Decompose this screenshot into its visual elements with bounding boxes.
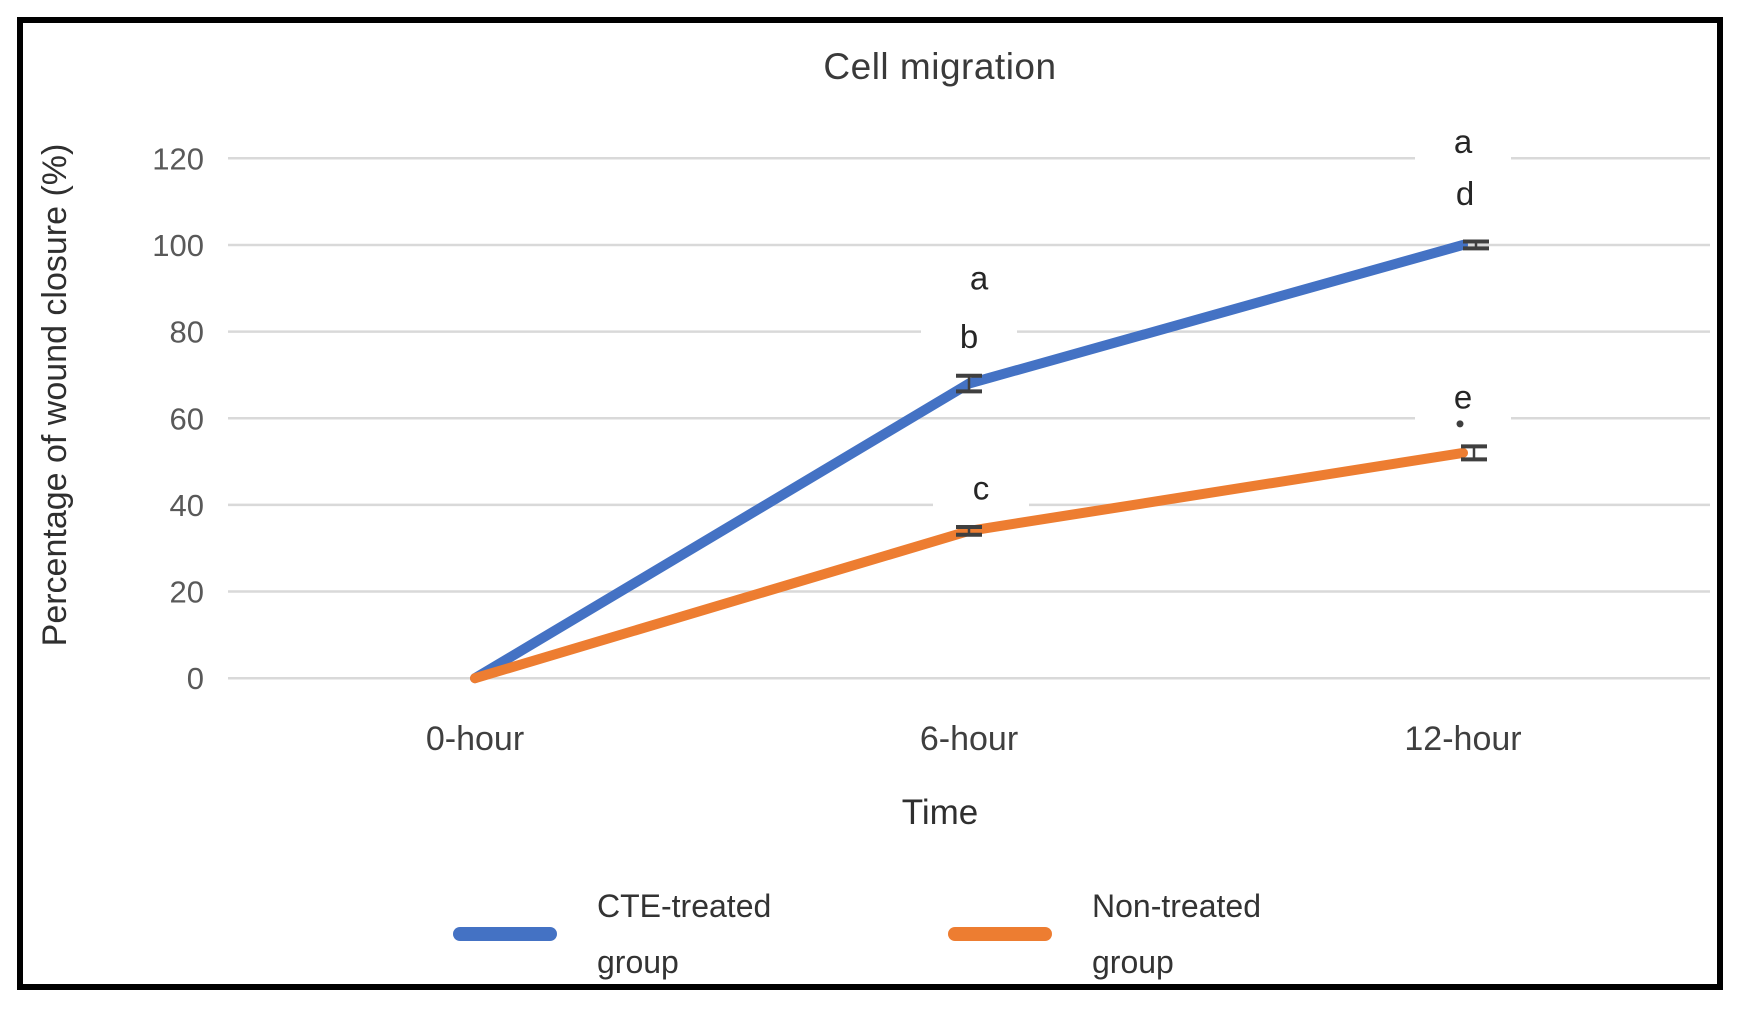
y-tick-label: 0 bbox=[187, 661, 204, 696]
y-tick-label: 80 bbox=[170, 315, 204, 350]
annotation-backdrop bbox=[933, 461, 1029, 514]
y-tick-label: 40 bbox=[170, 488, 204, 523]
legend-item-non-treated: Non-treated group bbox=[948, 878, 1261, 990]
x-tick-label: 6-hour bbox=[920, 720, 1018, 758]
legend-item-cte-treated: CTE-treated group bbox=[453, 878, 771, 990]
annotation-backdrop bbox=[1415, 370, 1511, 423]
legend-label-line: Non-treated bbox=[1092, 888, 1261, 924]
x-tick-label: 12-hour bbox=[1404, 720, 1521, 758]
y-tick-label: 120 bbox=[152, 141, 204, 176]
legend-label-line: CTE-treated bbox=[597, 888, 772, 924]
annotation-a: a bbox=[1454, 123, 1473, 160]
legend-label-line: group bbox=[1092, 944, 1174, 980]
annotation-c: c bbox=[973, 470, 990, 507]
legend-swatch-cte-treated-icon bbox=[453, 927, 557, 941]
chart-title: Cell migration bbox=[823, 46, 1057, 87]
legend-label-non-treated: Non-treated group bbox=[1092, 878, 1261, 990]
annotation-backdrop bbox=[1417, 166, 1513, 219]
annotation-d: d bbox=[1456, 175, 1474, 212]
annotation-backdrop bbox=[921, 309, 1017, 362]
annotation-e: e bbox=[1454, 379, 1472, 416]
legend-label-cte-treated: CTE-treated group bbox=[597, 878, 771, 990]
y-tick-label: 60 bbox=[170, 401, 204, 436]
annotation-a: a bbox=[970, 259, 989, 296]
annotation-backdrop bbox=[1415, 114, 1511, 167]
annotation-backdrop bbox=[931, 251, 1027, 304]
legend-label-line: group bbox=[597, 944, 679, 980]
y-axis-label: Percentage of wound closure (%) bbox=[36, 143, 74, 647]
y-tick-label: 100 bbox=[152, 228, 204, 263]
point-mark bbox=[1456, 420, 1464, 428]
x-axis-label: Time bbox=[901, 793, 979, 832]
y-tick-label: 20 bbox=[170, 575, 204, 610]
annotation-b: b bbox=[960, 318, 978, 355]
legend-swatch-non-treated-icon bbox=[948, 927, 1052, 941]
x-tick-label: 0-hour bbox=[426, 720, 524, 758]
